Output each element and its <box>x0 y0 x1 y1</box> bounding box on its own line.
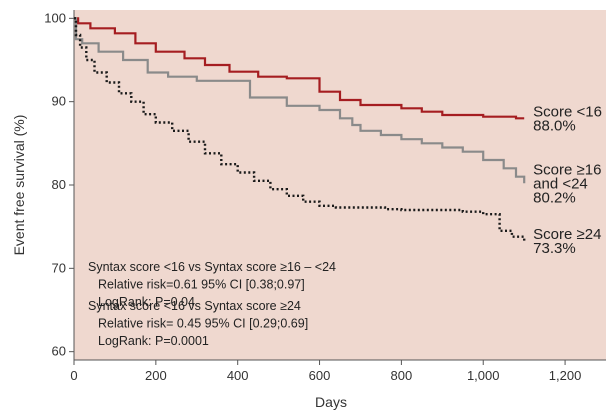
x-tick-label: 800 <box>391 368 413 383</box>
x-tick-label: 600 <box>309 368 331 383</box>
x-tick-label: 1,000 <box>467 368 500 383</box>
statistics-line: Relative risk= 0.45 95% CI [0.29;0.69] <box>98 317 308 331</box>
series-line-3 <box>74 17 526 241</box>
series-end-label: Score <16 <box>533 103 602 120</box>
series-end-label: 73.3% <box>533 240 576 257</box>
statistics-line: Syntax score <16 vs Syntax score ≥16 – <… <box>88 260 336 274</box>
statistics-annotations: Syntax score <16 vs Syntax score ≥16 – <… <box>88 260 336 348</box>
series-end-label: 80.2% <box>533 189 576 206</box>
axes: 60 70 80 90 100 0 200 400 600 800 1,000 1,200 <box>44 10 606 383</box>
statistics-line: Syntax score <16 vs Syntax score ≥24 <box>88 299 301 313</box>
x-tick-label: 400 <box>227 368 249 383</box>
series-line-2 <box>74 17 526 184</box>
statistics-line: Relative risk=0.61 95% CI [0.38;0.97] <box>98 278 305 292</box>
statistics-line: LogRank: P=0.04 <box>98 295 195 309</box>
plot-background <box>74 10 606 360</box>
statistics-line: LogRank: P=0.0001 <box>98 334 209 348</box>
survival-curves <box>74 17 526 241</box>
series-end-label: 88.0% <box>533 117 576 134</box>
y-tick-label: 60 <box>52 344 66 359</box>
x-axis-title: Days <box>315 394 347 410</box>
series-end-label: and <24 <box>533 175 588 192</box>
series-end-label: Score ≥16 <box>533 161 601 178</box>
series-end-label: Score ≥24 <box>533 226 601 243</box>
series-line-1 <box>74 17 525 120</box>
x-tick-label: 1,200 <box>549 368 582 383</box>
x-tick-label: 0 <box>70 368 77 383</box>
y-tick-label: 80 <box>52 177 66 192</box>
y-tick-label: 70 <box>52 260 66 275</box>
y-axis-title: Event free survival (%) <box>11 115 27 256</box>
y-tick-label: 100 <box>44 10 66 25</box>
x-tick-label: 200 <box>145 368 167 383</box>
y-tick-label: 90 <box>52 94 66 109</box>
